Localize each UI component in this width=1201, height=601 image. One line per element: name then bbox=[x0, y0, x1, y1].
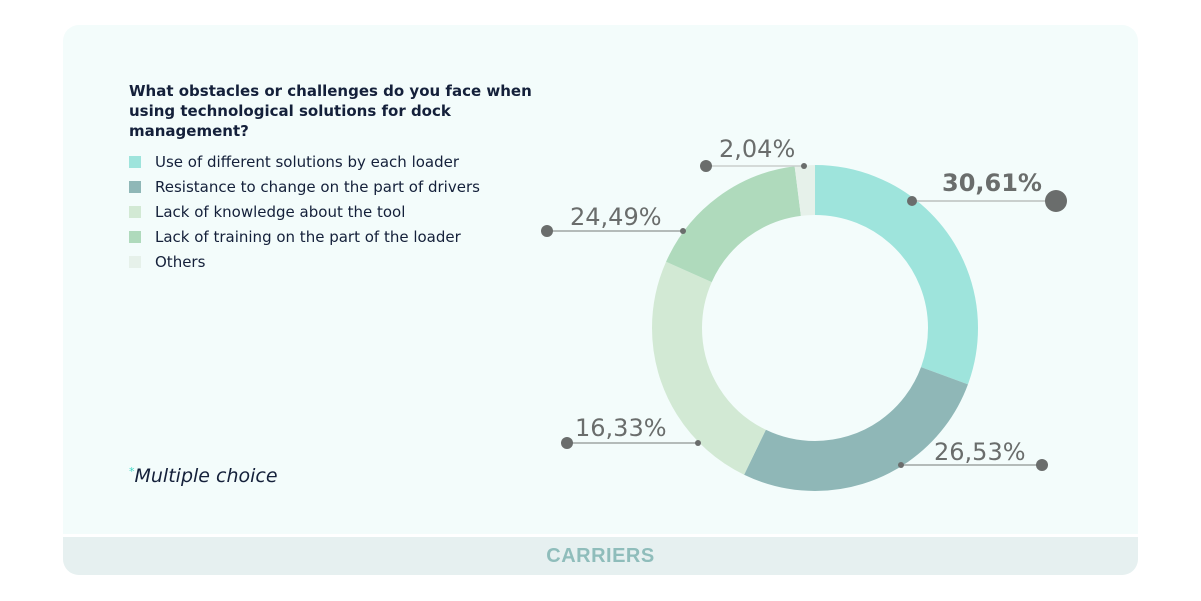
footer-bar: CARRIERS bbox=[63, 534, 1138, 575]
svg-text:16,33%: 16,33% bbox=[575, 414, 667, 442]
legend-swatch bbox=[129, 230, 141, 243]
svg-text:30,61%: 30,61% bbox=[942, 169, 1042, 197]
legend-label: Lack of knowledge about the tool bbox=[155, 202, 406, 221]
legend-label: Lack of training on the part of the load… bbox=[155, 227, 461, 246]
legend-item: Lack of knowledge about the tool bbox=[129, 199, 480, 224]
svg-text:2,04%: 2,04% bbox=[719, 135, 795, 163]
legend-item: Resistance to change on the part of driv… bbox=[129, 174, 480, 199]
legend-label: Use of different solutions by each loade… bbox=[155, 152, 460, 171]
legend-swatch bbox=[129, 205, 141, 218]
asterisk-icon: * bbox=[129, 465, 135, 478]
label-26-53: 26,53% bbox=[898, 438, 1048, 471]
legend-label: Others bbox=[155, 252, 206, 271]
legend-swatch bbox=[129, 180, 141, 193]
svg-text:24,49%: 24,49% bbox=[570, 203, 662, 231]
label-30-61: 30,61% bbox=[907, 169, 1067, 212]
legend-item: Lack of training on the part of the load… bbox=[129, 224, 480, 249]
legend-label: Resistance to change on the part of driv… bbox=[155, 177, 480, 196]
label-24-49: 24,49% bbox=[541, 203, 686, 237]
svg-text:26,53%: 26,53% bbox=[934, 438, 1026, 466]
segment-lack-of-knowledge bbox=[652, 165, 978, 491]
multiple-choice-note: *Multiple choice bbox=[129, 465, 278, 487]
label-16-33: 16,33% bbox=[561, 414, 701, 449]
legend-item: Use of different solutions by each loade… bbox=[129, 149, 480, 174]
legend: Use of different solutions by each loade… bbox=[129, 149, 480, 274]
segment-resistance-to-change bbox=[652, 165, 978, 491]
legend-swatch bbox=[129, 255, 141, 268]
label-2-04: 2,04% bbox=[700, 135, 807, 172]
footer-label: CARRIERS bbox=[546, 545, 655, 567]
legend-swatch bbox=[129, 155, 141, 168]
legend-item: Others bbox=[129, 249, 480, 274]
chart-title: What obstacles or challenges do you face… bbox=[129, 82, 532, 140]
segment-others bbox=[652, 165, 978, 491]
note-text: Multiple choice bbox=[134, 465, 278, 487]
